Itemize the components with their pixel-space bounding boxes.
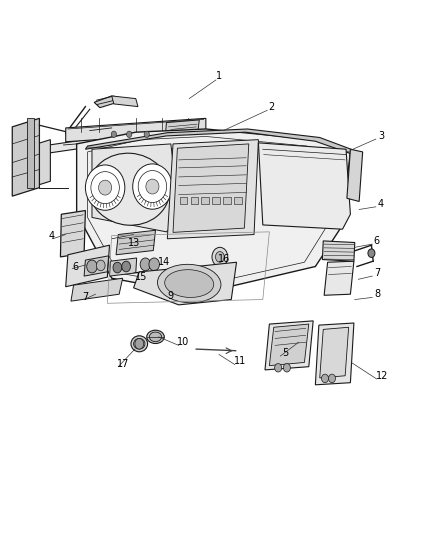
Text: 2: 2 [268,102,275,111]
Circle shape [87,260,97,273]
Polygon shape [315,323,354,385]
Text: 6: 6 [374,236,380,246]
Text: 3: 3 [378,131,384,141]
Ellipse shape [134,338,145,349]
Text: 4: 4 [49,231,55,240]
Text: 7: 7 [374,268,381,278]
Circle shape [283,364,290,372]
Polygon shape [94,96,117,108]
Polygon shape [77,129,350,294]
Circle shape [144,131,149,138]
Polygon shape [27,118,34,188]
Circle shape [135,338,144,349]
Polygon shape [167,140,258,239]
Circle shape [328,374,336,383]
Polygon shape [71,278,123,301]
Circle shape [122,261,131,272]
Text: 16: 16 [218,254,230,263]
Ellipse shape [133,164,172,209]
Bar [212,197,220,204]
Text: 13: 13 [127,238,140,247]
Circle shape [149,258,159,271]
Polygon shape [269,324,309,366]
Text: 14: 14 [158,257,170,267]
Circle shape [321,374,328,383]
Ellipse shape [158,264,221,303]
Ellipse shape [99,180,112,195]
Polygon shape [12,118,39,196]
Polygon shape [134,262,237,305]
Text: 10: 10 [177,337,189,347]
Polygon shape [92,144,180,232]
Text: 4: 4 [378,199,384,208]
Ellipse shape [146,179,159,194]
Polygon shape [66,118,206,142]
Polygon shape [116,230,155,255]
Polygon shape [112,96,138,107]
Ellipse shape [165,270,214,297]
Ellipse shape [147,330,164,343]
Text: 11: 11 [234,357,246,366]
Polygon shape [322,241,355,261]
Text: 6: 6 [72,262,78,271]
Text: 9: 9 [167,291,173,301]
Text: 1: 1 [216,71,222,80]
Polygon shape [265,321,313,370]
Bar [191,197,198,204]
Bar [234,197,242,204]
Ellipse shape [149,332,162,342]
Polygon shape [166,120,199,133]
Ellipse shape [131,336,148,352]
Bar [201,197,209,204]
Bar [223,197,231,204]
Polygon shape [258,143,350,229]
Text: 12: 12 [376,371,388,381]
Polygon shape [324,261,354,295]
Circle shape [140,258,151,271]
Polygon shape [85,129,354,154]
Polygon shape [347,149,363,201]
Polygon shape [110,258,137,276]
Text: 7: 7 [82,293,88,302]
Text: 5: 5 [283,348,289,358]
Polygon shape [84,256,109,276]
Ellipse shape [89,153,170,225]
Circle shape [111,131,117,138]
Polygon shape [20,136,112,157]
Polygon shape [173,144,249,232]
Polygon shape [66,245,110,287]
Polygon shape [60,211,85,257]
Bar [180,197,187,204]
Circle shape [127,131,132,138]
Ellipse shape [85,165,125,210]
Polygon shape [20,140,50,191]
Circle shape [368,249,375,257]
Text: 17: 17 [117,359,130,368]
Text: 15: 15 [135,272,147,282]
Text: 8: 8 [374,289,381,299]
Circle shape [113,262,122,273]
Polygon shape [320,327,349,378]
Circle shape [275,364,282,372]
Circle shape [215,252,224,262]
Circle shape [212,247,228,266]
Circle shape [96,260,105,271]
